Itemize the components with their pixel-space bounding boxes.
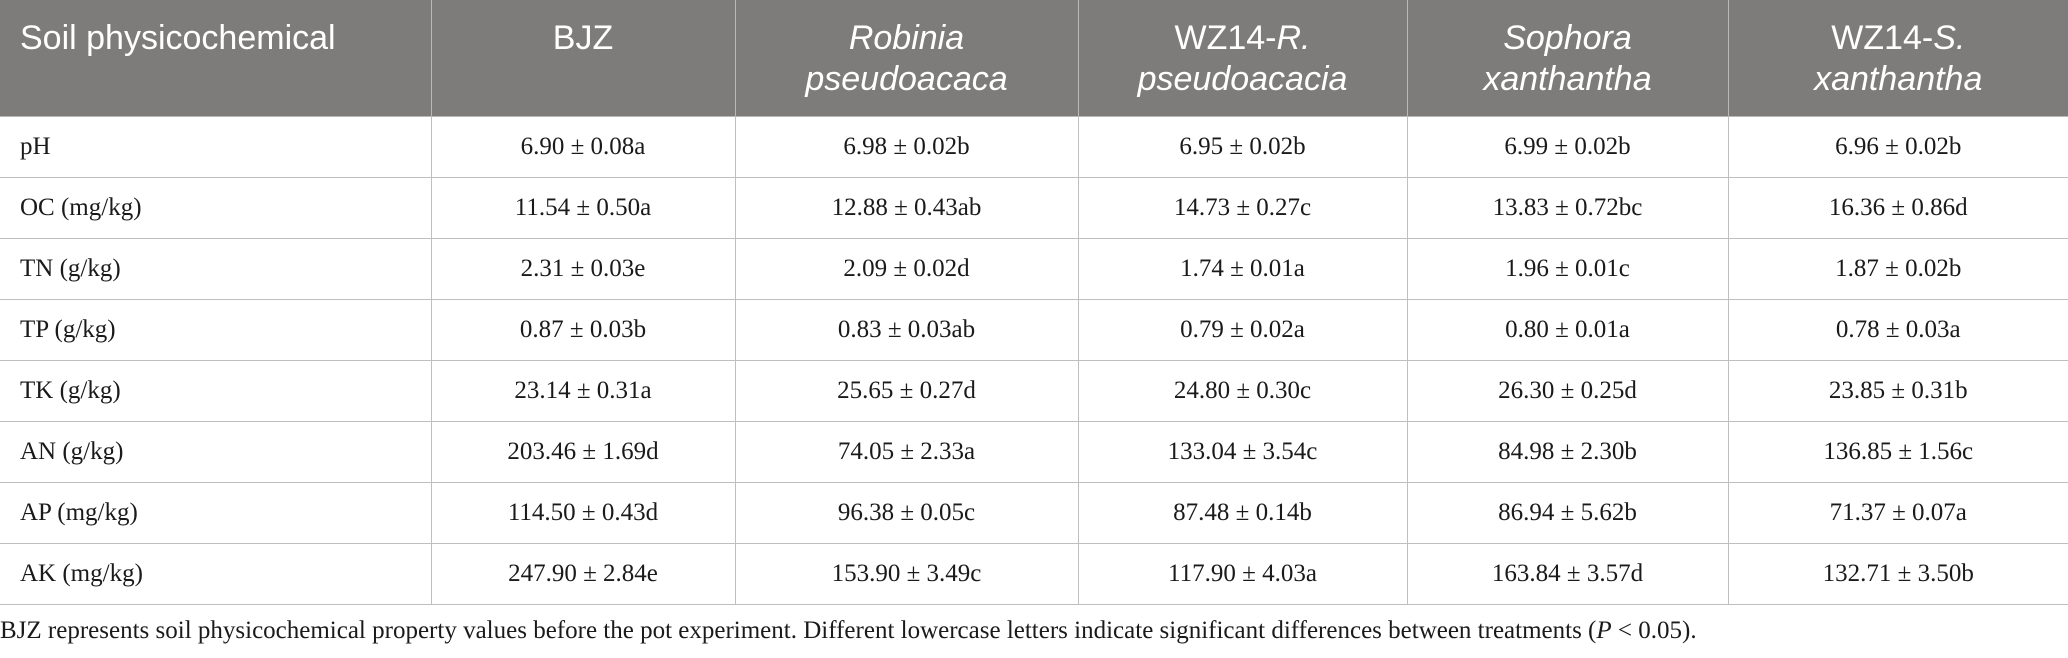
table-cell: 84.98 ± 2.30b bbox=[1407, 421, 1729, 483]
table-cell: 6.99 ± 0.02b bbox=[1407, 116, 1729, 178]
table-cell: 25.65 ± 0.27d bbox=[735, 360, 1079, 422]
table-cell: 87.48 ± 0.14b bbox=[1078, 482, 1408, 544]
table-cell: 26.30 ± 0.25d bbox=[1407, 360, 1729, 422]
table-cell: 133.04 ± 3.54c bbox=[1078, 421, 1408, 483]
table-cell: 16.36 ± 0.86d bbox=[1728, 177, 2068, 239]
table-cell: 0.83 ± 0.03ab bbox=[735, 299, 1079, 361]
table-cell: 96.38 ± 0.05c bbox=[735, 482, 1079, 544]
footnote-p-symbol: P bbox=[1596, 617, 1612, 644]
table-row: AN (g/kg) 203.46 ± 1.69d 74.05 ± 2.33a 1… bbox=[0, 421, 2068, 483]
column-header-wz14-robinia: WZ14-R. pseudoacacia bbox=[1078, 0, 1408, 117]
table-cell: 1.74 ± 0.01a bbox=[1078, 238, 1408, 300]
table-cell: 11.54 ± 0.50a bbox=[431, 177, 736, 239]
table-row: TN (g/kg) 2.31 ± 0.03e 2.09 ± 0.02d 1.74… bbox=[0, 238, 2068, 300]
table-cell: 2.31 ± 0.03e bbox=[431, 238, 736, 300]
table-cell: 117.90 ± 4.03a bbox=[1078, 543, 1408, 605]
table-cell: 71.37 ± 0.07a bbox=[1728, 482, 2068, 544]
footnote-text: BJZ represents soil physicochemical prop… bbox=[0, 617, 1597, 644]
table-cell: 0.80 ± 0.01a bbox=[1407, 299, 1729, 361]
table-cell: 153.90 ± 3.49c bbox=[735, 543, 1079, 605]
table-row: OC (mg/kg) 11.54 ± 0.50a 12.88 ± 0.43ab … bbox=[0, 177, 2068, 239]
column-header-property: Soil physicochemical bbox=[0, 0, 432, 117]
table-row: TP (g/kg) 0.87 ± 0.03b 0.83 ± 0.03ab 0.7… bbox=[0, 299, 2068, 361]
table-cell: 86.94 ± 5.62b bbox=[1407, 482, 1729, 544]
column-header-bjz: BJZ bbox=[431, 0, 736, 117]
table-cell: 23.85 ± 0.31b bbox=[1728, 360, 2068, 422]
table-row: pH 6.90 ± 0.08a 6.98 ± 0.02b 6.95 ± 0.02… bbox=[0, 116, 2068, 178]
table-cell: 12.88 ± 0.43ab bbox=[735, 177, 1079, 239]
table-header-row: Soil physicochemical BJZ Robinia pseudoa… bbox=[0, 0, 2068, 117]
table-row: AK (mg/kg) 247.90 ± 2.84e 153.90 ± 3.49c… bbox=[0, 543, 2068, 605]
table-cell: 1.96 ± 0.01c bbox=[1407, 238, 1729, 300]
row-label: TP (g/kg) bbox=[0, 299, 432, 361]
row-label: AN (g/kg) bbox=[0, 421, 432, 483]
table-cell: 136.85 ± 1.56c bbox=[1728, 421, 2068, 483]
row-label: AK (mg/kg) bbox=[0, 543, 432, 605]
table-container: Soil physicochemical BJZ Robinia pseudoa… bbox=[0, 0, 2068, 605]
table-cell: 13.83 ± 0.72bc bbox=[1407, 177, 1729, 239]
table-cell: 0.79 ± 0.02a bbox=[1078, 299, 1408, 361]
footnote-text-end: < 0.05). bbox=[1611, 617, 1697, 644]
soil-properties-table: Soil physicochemical BJZ Robinia pseudoa… bbox=[0, 0, 2068, 605]
table-cell: 74.05 ± 2.33a bbox=[735, 421, 1079, 483]
table-cell: 6.95 ± 0.02b bbox=[1078, 116, 1408, 178]
table-cell: 23.14 ± 0.31a bbox=[431, 360, 736, 422]
table-cell: 203.46 ± 1.69d bbox=[431, 421, 736, 483]
table-cell: 132.71 ± 3.50b bbox=[1728, 543, 2068, 605]
table-cell: 2.09 ± 0.02d bbox=[735, 238, 1079, 300]
column-header-wz14-sophora: WZ14-S. xanthantha bbox=[1728, 0, 2068, 117]
table-cell: 1.87 ± 0.02b bbox=[1728, 238, 2068, 300]
column-header-robinia: Robinia pseudoacaca bbox=[735, 0, 1079, 117]
table-cell: 6.96 ± 0.02b bbox=[1728, 116, 2068, 178]
row-label: OC (mg/kg) bbox=[0, 177, 432, 239]
table-cell: 14.73 ± 0.27c bbox=[1078, 177, 1408, 239]
row-label: pH bbox=[0, 116, 432, 178]
table-cell: 6.90 ± 0.08a bbox=[431, 116, 736, 178]
table-cell: 114.50 ± 0.43d bbox=[431, 482, 736, 544]
table-cell: 0.87 ± 0.03b bbox=[431, 299, 736, 361]
table-cell: 24.80 ± 0.30c bbox=[1078, 360, 1408, 422]
table-cell: 6.98 ± 0.02b bbox=[735, 116, 1079, 178]
table-cell: 163.84 ± 3.57d bbox=[1407, 543, 1729, 605]
table-row: TK (g/kg) 23.14 ± 0.31a 25.65 ± 0.27d 24… bbox=[0, 360, 2068, 422]
row-label: TK (g/kg) bbox=[0, 360, 432, 422]
table-cell: 0.78 ± 0.03a bbox=[1728, 299, 2068, 361]
table-row: AP (mg/kg) 114.50 ± 0.43d 96.38 ± 0.05c … bbox=[0, 482, 2068, 544]
table-cell: 247.90 ± 2.84e bbox=[431, 543, 736, 605]
row-label: AP (mg/kg) bbox=[0, 482, 432, 544]
row-label: TN (g/kg) bbox=[0, 238, 432, 300]
table-footnote: BJZ represents soil physicochemical prop… bbox=[0, 617, 1697, 645]
column-header-sophora: Sophora xanthantha bbox=[1407, 0, 1729, 117]
